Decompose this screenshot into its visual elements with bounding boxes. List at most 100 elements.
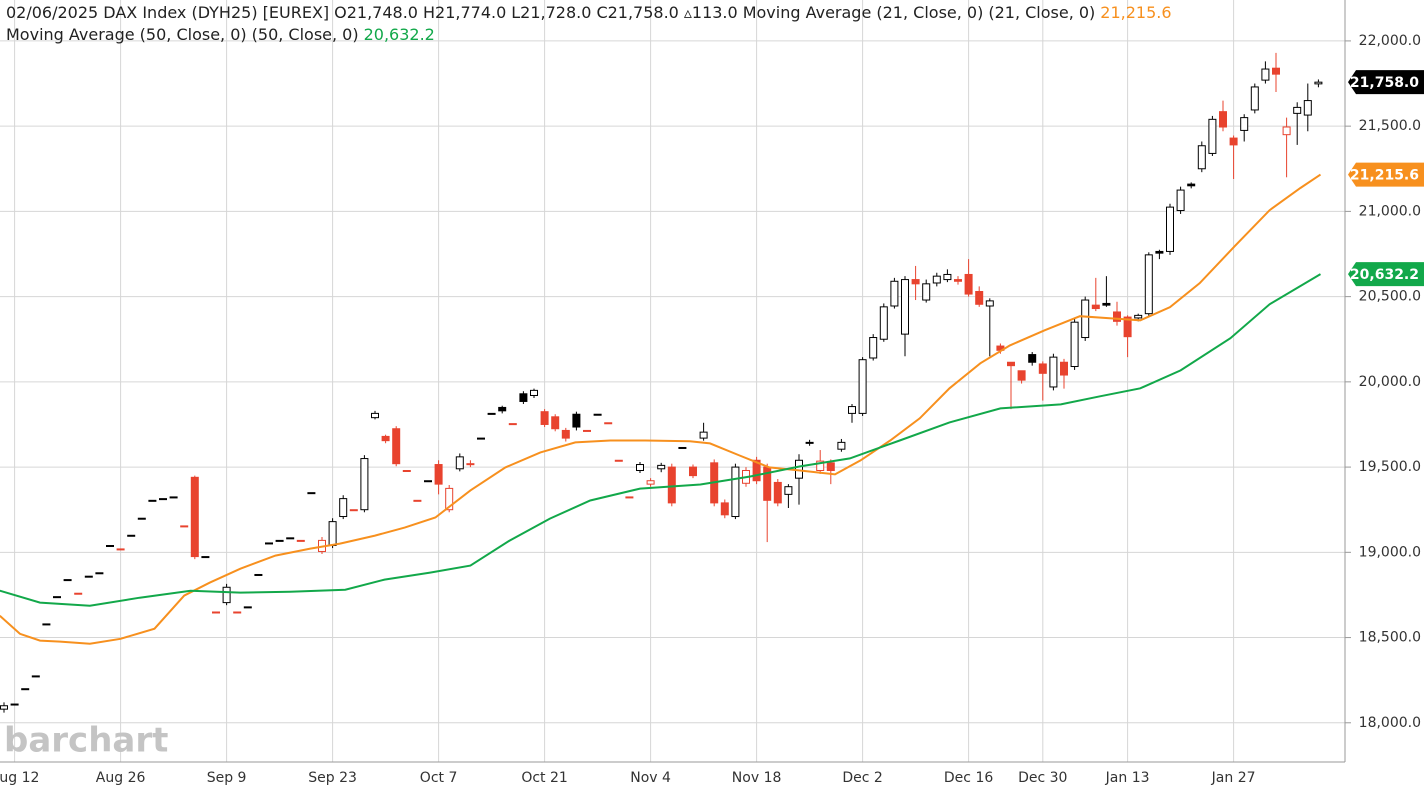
candle-body xyxy=(275,539,284,542)
candle-body xyxy=(349,509,358,512)
candle-body xyxy=(826,462,835,471)
candle-body xyxy=(922,283,931,301)
candle-body xyxy=(487,412,496,415)
ma-0-badge xyxy=(1348,162,1424,187)
candle-body xyxy=(1155,250,1164,254)
x-tick-label: Jan 13 xyxy=(1105,770,1150,786)
candle-body xyxy=(1208,118,1217,154)
x-tick-label: Oct 21 xyxy=(521,770,567,786)
ma21-params: (21, Close, 0) xyxy=(988,3,1096,22)
header-line-1: 02/06/2025 DAX Index (DYH25) [EUREX] O21,… xyxy=(6,2,1177,24)
candle-body xyxy=(116,548,125,551)
candle-body xyxy=(540,411,549,425)
candle-body xyxy=(53,596,61,599)
y-tick-label: 20,000.0 xyxy=(1359,374,1421,390)
plot-area xyxy=(0,52,1323,713)
candle-body xyxy=(869,337,878,359)
y-tick-label: 18,500.0 xyxy=(1359,630,1421,646)
y-tick-label: 19,000.0 xyxy=(1359,544,1421,560)
candle-body xyxy=(254,573,263,576)
candle-body xyxy=(551,416,560,430)
candle-body xyxy=(1113,311,1121,322)
candle-body xyxy=(21,688,30,691)
candle-body xyxy=(1282,126,1291,136)
x-tick-label: Jan 27 xyxy=(1211,770,1256,786)
candle-body xyxy=(985,300,994,307)
y-tick-label: 21,000.0 xyxy=(1359,203,1421,219)
candle-body xyxy=(1240,117,1249,131)
candle-body xyxy=(975,291,984,305)
ma-line xyxy=(0,273,1322,607)
candle-body xyxy=(657,464,666,470)
y-tick-label: 18,000.0 xyxy=(1359,715,1421,731)
candle-body xyxy=(265,542,273,545)
candle-body xyxy=(392,428,401,465)
x-tick-label: Oct 7 xyxy=(420,770,458,786)
candle-body xyxy=(1134,314,1143,319)
candle-body xyxy=(1261,68,1270,81)
candle-body xyxy=(381,435,390,442)
candle-body xyxy=(413,499,422,502)
candle-body xyxy=(477,437,485,440)
candle-body xyxy=(731,466,740,518)
x-tick-label: Dec 30 xyxy=(1018,770,1067,786)
candle-body xyxy=(424,480,432,483)
candle-body xyxy=(1060,361,1068,376)
candle-body xyxy=(530,389,538,396)
ma50-name: Moving Average (50, Close, 0) xyxy=(6,25,247,44)
ma21-value: 21,215.6 xyxy=(1100,3,1172,22)
candle-body xyxy=(1091,304,1100,310)
watermark: barchart xyxy=(4,721,168,761)
candle-body xyxy=(466,463,475,466)
candle-body xyxy=(74,592,83,595)
candle-body xyxy=(106,545,114,548)
candle-body xyxy=(455,456,464,470)
candle-body xyxy=(752,459,761,482)
candle-body xyxy=(222,586,231,604)
candle-body xyxy=(1187,183,1196,187)
candle-body xyxy=(932,275,941,284)
candle-body xyxy=(286,537,295,540)
candle-body xyxy=(901,279,909,335)
candle-body xyxy=(180,525,189,528)
candle-body xyxy=(1166,206,1174,252)
x-tick-label: Aug 12 xyxy=(0,770,39,786)
x-tick-label: Dec 2 xyxy=(842,770,882,786)
candle-body xyxy=(561,429,570,439)
candle-body xyxy=(0,705,8,710)
candle-body xyxy=(434,464,443,485)
candle-body xyxy=(604,422,613,425)
candle-body xyxy=(212,611,220,614)
candle-body xyxy=(1272,67,1280,75)
ma21-name: Moving Average (21, Close, 0) xyxy=(742,3,984,22)
candle-body xyxy=(625,496,634,499)
candle-body xyxy=(1038,363,1047,374)
last-price-badge xyxy=(1348,70,1424,95)
candle-body xyxy=(339,498,348,518)
header-line-2: Moving Average (50, Close, 0) (50, Close,… xyxy=(6,24,440,46)
candle-body xyxy=(720,502,729,516)
candle-body xyxy=(848,406,856,414)
x-tick-label: Aug 26 xyxy=(96,770,146,786)
candle-body xyxy=(201,556,210,559)
x-tick-label: Sep 9 xyxy=(207,770,247,786)
candle-body xyxy=(233,611,242,614)
ma-1-badge xyxy=(1348,262,1424,287)
ma50-value: 20,632.2 xyxy=(363,25,435,44)
y-tick-label: 21,500.0 xyxy=(1359,118,1421,134)
candle-body xyxy=(31,675,40,678)
header-high: H21,774.0 xyxy=(422,3,507,22)
candle-body xyxy=(190,476,199,558)
candle-body xyxy=(1250,86,1259,111)
candle-body xyxy=(1314,81,1323,85)
candle-body xyxy=(63,579,72,582)
header-change: ▵113.0 xyxy=(683,3,738,22)
candle-body xyxy=(148,499,157,502)
last-price-label: 21,758.0 xyxy=(1350,75,1419,91)
candle-body xyxy=(360,458,369,511)
candle-body xyxy=(1293,106,1302,114)
y-tick-label: 20,500.0 xyxy=(1359,289,1421,305)
header-open: O21,748.0 xyxy=(334,3,418,22)
